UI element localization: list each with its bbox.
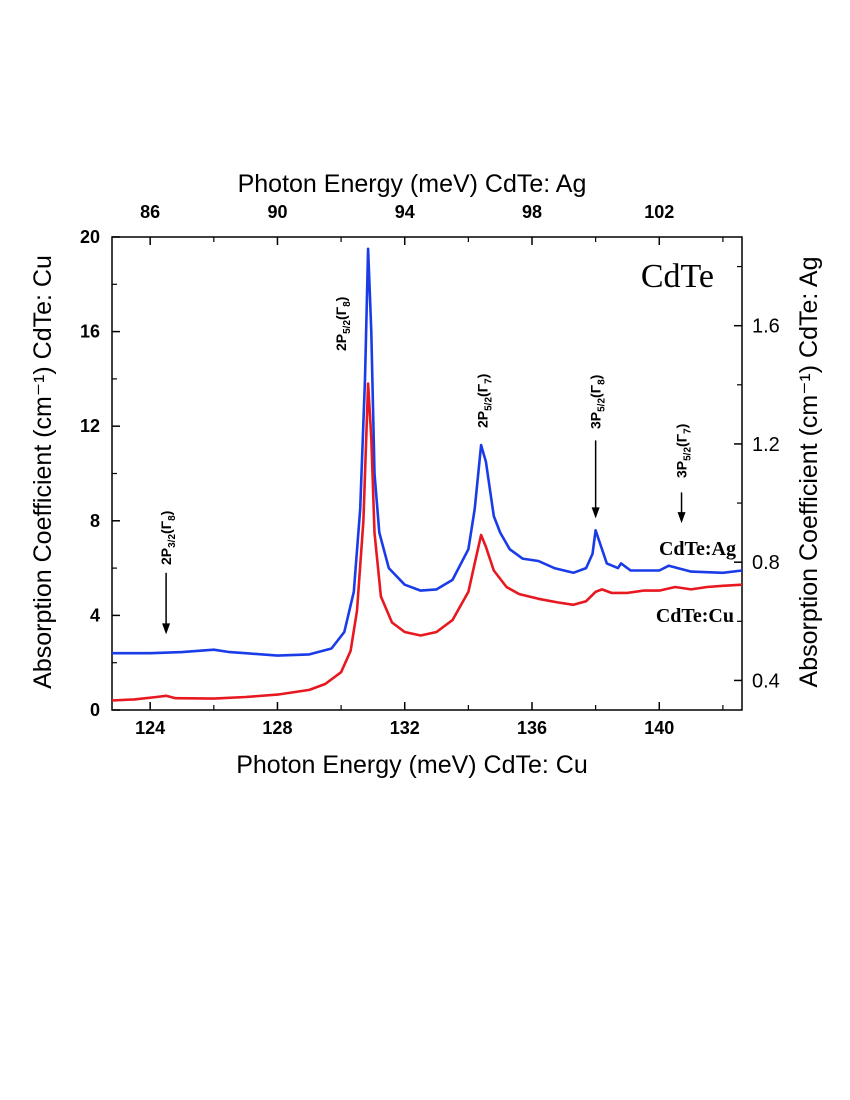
- bottom-tick-label: 136: [517, 718, 547, 738]
- left-tick-label: 12: [80, 416, 100, 436]
- left-axis-title: Absorption Coefficient (cm⁻¹) CdTe: Cu: [29, 255, 57, 689]
- bottom-tick-label: 128: [262, 718, 292, 738]
- peak-label-paren: (Γ: [674, 433, 690, 447]
- peak-label-subscript: 5/2: [342, 320, 353, 334]
- peak-label: 2P5/2(Γ8): [333, 297, 353, 351]
- peak-label-base: 3P: [588, 412, 604, 429]
- peak-label-paren: (Γ: [333, 306, 349, 320]
- top-tick-label: 94: [395, 202, 415, 222]
- peak-label-paren: (Γ: [158, 520, 174, 534]
- left-tick-label: 8: [90, 511, 100, 531]
- peak-arrow-head: [591, 507, 600, 519]
- axis-ticks: 124 128 132 136 140 86 90 94 98 102 0 4 8 12 16 20 0.4 0.…: [80, 202, 780, 738]
- peak-annotations: 2P3/2(Γ8)2P5/2(Γ8)2P5/2(Γ7)3P5/2(Γ8)3P5/…: [158, 297, 694, 635]
- data-series: [111, 247, 743, 702]
- peak-label-paren: (Γ: [588, 384, 604, 398]
- right-tick-label: 0.8: [752, 552, 780, 574]
- right-axis-title: Absorption Coefficient (cm⁻¹) CdTe: Ag: [795, 257, 823, 688]
- peak-label-base: 2P: [158, 548, 174, 565]
- left-tick-label: 20: [80, 227, 100, 247]
- top-tick-label: 102: [644, 202, 674, 222]
- series-labels: CdTe:Ag CdTe:Cu: [656, 538, 736, 627]
- peak-label-paren-subscript: 8: [167, 515, 178, 521]
- peak-label-close: ): [333, 297, 349, 302]
- peak-label-base: 2P: [475, 411, 491, 428]
- series-label-ag: CdTe:Ag: [659, 538, 736, 560]
- bottom-tick-label: 140: [644, 718, 674, 738]
- right-tick-label: 1.2: [752, 434, 780, 456]
- right-tick-label: 0.4: [752, 670, 780, 692]
- series-line-cdte-ag: [112, 247, 743, 657]
- peak-label-subscript: 5/2: [683, 447, 694, 461]
- peak-label-close: ): [588, 375, 604, 380]
- peak-label: 3P5/2(Γ7): [674, 424, 694, 478]
- peak-label: 2P5/2(Γ7): [475, 374, 495, 428]
- top-axis-title: Photon Energy (meV) CdTe: Ag: [238, 170, 587, 198]
- peak-label-close: ): [158, 511, 174, 516]
- left-tick-label: 16: [80, 322, 100, 342]
- peak-label-close: ): [674, 424, 690, 429]
- peak-label: 2P3/2(Γ8): [158, 511, 178, 565]
- top-tick-label: 98: [522, 202, 542, 222]
- top-tick-label: 86: [140, 202, 160, 222]
- left-tick-label: 0: [90, 700, 100, 720]
- top-tick-label: 90: [267, 202, 287, 222]
- chart-title: CdTe: [641, 258, 714, 295]
- bottom-axis-title: Photon Energy (meV) CdTe: Cu: [236, 751, 588, 779]
- peak-label-paren: (Γ: [475, 383, 491, 397]
- series-label-cu: CdTe:Cu: [656, 605, 734, 627]
- peak-label-paren-subscript: 7: [683, 428, 694, 434]
- plot-frame: [111, 236, 743, 711]
- peak-arrow-head: [162, 623, 171, 635]
- peak-label-paren-subscript: 8: [597, 379, 608, 385]
- bottom-tick-label: 132: [390, 718, 420, 738]
- bottom-tick-label: 124: [135, 718, 165, 738]
- peak-label-subscript: 3/2: [167, 534, 178, 548]
- peak-arrow-head: [677, 512, 686, 524]
- peak-label-close: ): [475, 374, 491, 379]
- right-tick-label: 1.6: [752, 316, 780, 338]
- left-tick-label: 4: [90, 605, 100, 625]
- peak-label-paren-subscript: 8: [342, 301, 353, 307]
- peak-label-base: 3P: [674, 461, 690, 478]
- peak-label-paren-subscript: 7: [484, 378, 495, 384]
- peak-label: 3P5/2(Γ8): [588, 375, 608, 429]
- peak-label-subscript: 5/2: [597, 398, 608, 412]
- series-line-cdte-cu: [111, 382, 743, 702]
- peak-label-base: 2P: [333, 334, 349, 351]
- peak-label-subscript: 5/2: [484, 397, 495, 411]
